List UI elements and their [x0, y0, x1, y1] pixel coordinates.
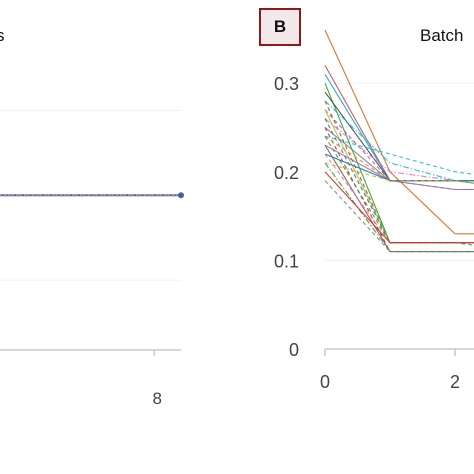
panel-b-series-line [324, 118, 474, 182]
panel-b-x-tick-label: 0 [320, 372, 330, 392]
panel-a-x-tick-label: 8 [152, 389, 161, 408]
panel-b-y-tick-label: 0 [289, 340, 299, 360]
panel-b-series-line [324, 144, 474, 253]
panel-b-series-line [324, 100, 474, 244]
panel-b-y-tick-label: 0.1 [274, 251, 299, 271]
panel-b-series-line [324, 153, 474, 244]
panel-b-chart: 0 0.1 0.2 0.3 0 2 [274, 29, 474, 392]
panel-b-series-line [324, 29, 474, 235]
panel-b-series-line [324, 100, 474, 184]
panel-a-chart: 8 [0, 109, 184, 408]
panel-a-title-fragment: s [0, 26, 5, 45]
panel-b-series-line [324, 135, 474, 175]
panel-b-label: B [259, 8, 301, 46]
panel-b-title: Batch [420, 26, 464, 45]
panel-b-series-line [324, 162, 474, 253]
panel-a-end-marker [178, 192, 184, 199]
panel-b-series-line [324, 153, 474, 182]
panel-b-series-line [324, 162, 474, 184]
panel-b-series-line [324, 109, 474, 244]
panel-b-y-tick-label: 0.2 [274, 163, 299, 183]
panel-b-series-line [324, 127, 474, 253]
panel-b-series-line [324, 118, 474, 244]
panel-b-series-line [324, 144, 474, 191]
panel-b-y-tick-label: 0.3 [274, 74, 299, 94]
panel-b-x-tick-label: 2 [450, 372, 460, 392]
panel-b-series-line [324, 171, 474, 244]
panel-b-series-line [324, 180, 474, 253]
